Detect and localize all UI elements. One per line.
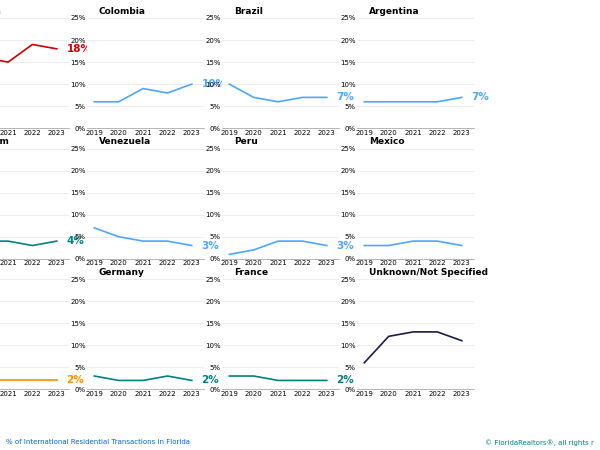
Text: Brazil: Brazil	[234, 7, 263, 16]
Text: Colombia: Colombia	[99, 7, 146, 16]
Text: Germany: Germany	[99, 268, 145, 277]
Text: 7%: 7%	[337, 92, 355, 103]
Text: % of International Residential Transactions in Florida: % of International Residential Transacti…	[6, 440, 190, 446]
Text: Mexico: Mexico	[369, 137, 404, 146]
Text: 2%: 2%	[67, 375, 85, 386]
Text: 2%: 2%	[202, 375, 220, 386]
Text: 2%: 2%	[337, 375, 355, 386]
Text: 10%: 10%	[202, 79, 227, 89]
Text: 18%: 18%	[67, 44, 92, 54]
Text: Peru: Peru	[234, 137, 257, 146]
Text: United
Kingdom: United Kingdom	[0, 127, 8, 146]
Text: © FloridaRealtors®, all rights r: © FloridaRealtors®, all rights r	[485, 439, 594, 446]
Text: Venezuela: Venezuela	[99, 137, 151, 146]
Text: France: France	[234, 268, 268, 277]
Text: 4%: 4%	[67, 236, 85, 246]
Text: Canada: Canada	[0, 7, 2, 16]
Text: Unknown/Not Specified: Unknown/Not Specified	[369, 268, 488, 277]
Text: 3%: 3%	[337, 240, 355, 251]
Text: 7%: 7%	[472, 92, 490, 103]
Text: 3%: 3%	[202, 240, 220, 251]
Text: Argentina: Argentina	[369, 7, 419, 16]
